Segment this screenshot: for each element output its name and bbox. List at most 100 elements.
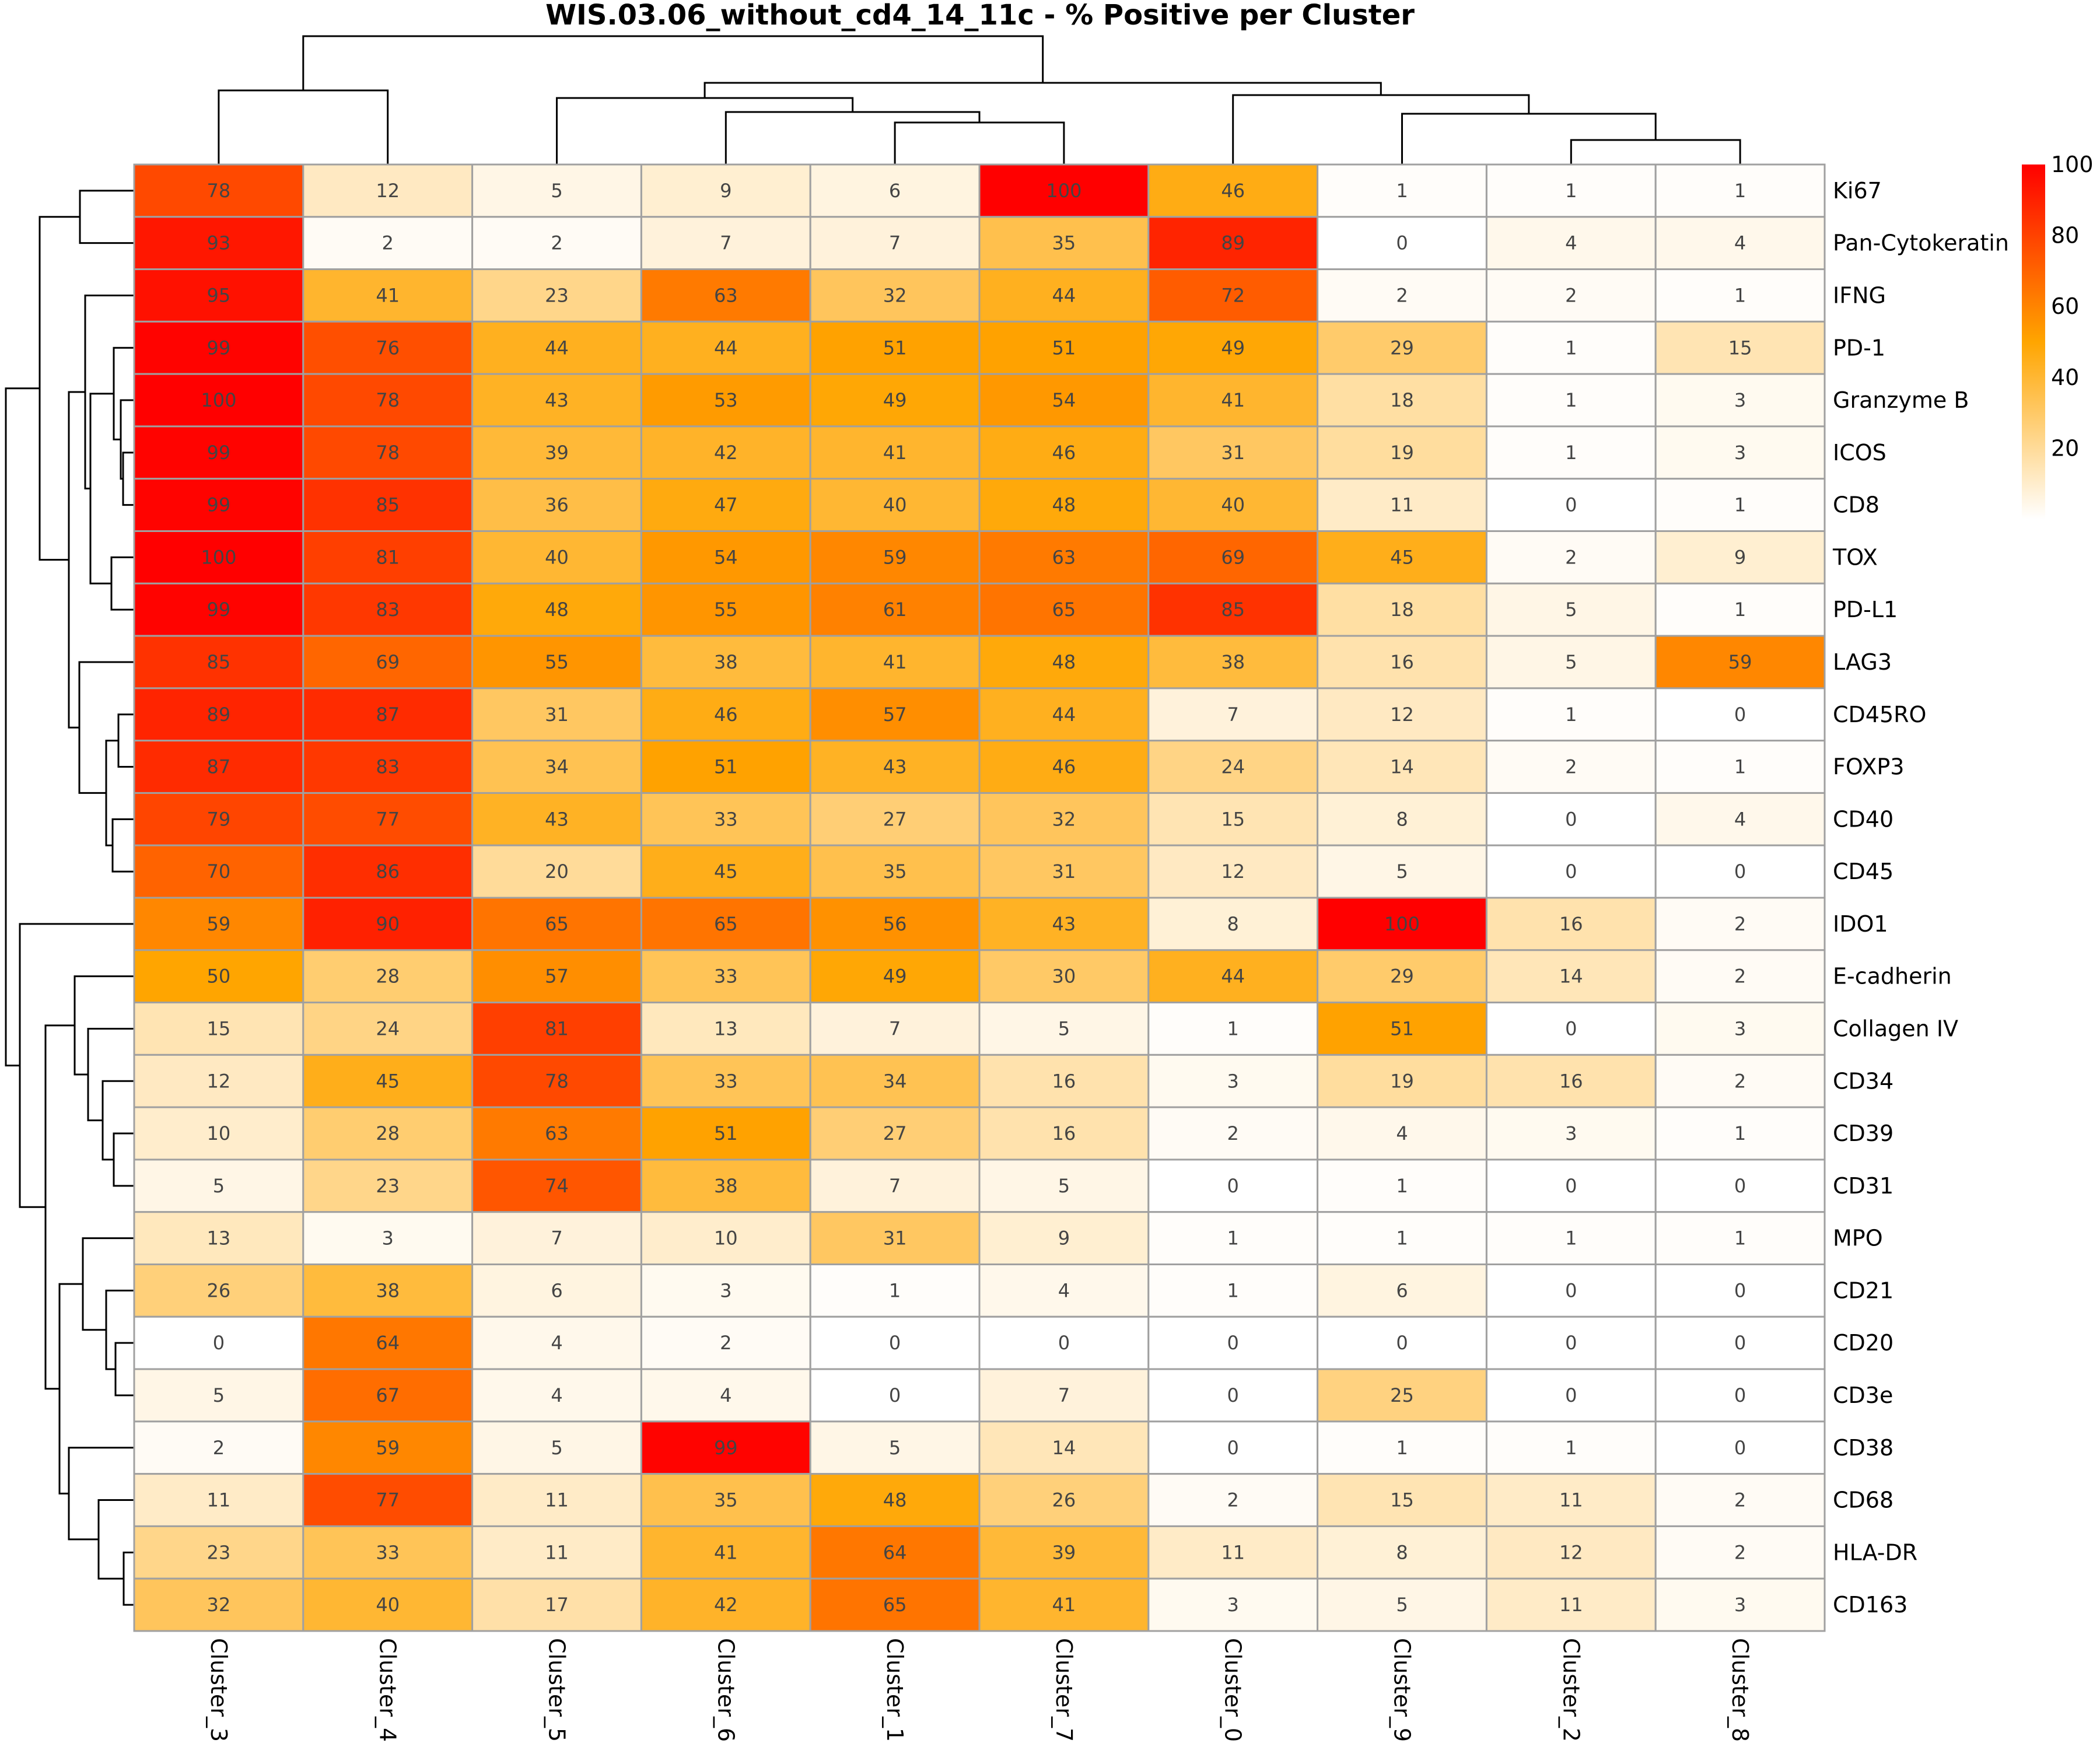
cell-value-label: 99 bbox=[207, 494, 231, 516]
heatmap-cell bbox=[1654, 1473, 1826, 1527]
cell-value-label: 65 bbox=[714, 913, 738, 935]
heatmap-cell bbox=[1317, 1315, 1488, 1370]
cell-value-label: 10 bbox=[207, 1122, 231, 1144]
heatmap-cell bbox=[471, 425, 642, 480]
heatmap-cell bbox=[978, 740, 1150, 794]
heatmap-cell bbox=[133, 897, 304, 951]
cell-value-label: 2 bbox=[382, 232, 394, 254]
cell-value-label: 78 bbox=[376, 442, 400, 464]
heatmap-cell bbox=[133, 530, 304, 584]
cell-value-label: 32 bbox=[207, 1594, 231, 1616]
heatmap-cell bbox=[978, 844, 1150, 899]
dendrogram-link bbox=[74, 975, 134, 1076]
row-label: CD31 bbox=[1833, 1173, 1894, 1199]
heatmap-cell bbox=[978, 478, 1150, 533]
heatmap-cell bbox=[302, 844, 474, 899]
cell-value-label: 12 bbox=[1559, 1541, 1583, 1563]
heatmap-cell bbox=[1654, 897, 1826, 951]
column-label: Cluster_6 bbox=[713, 1638, 738, 1742]
cell-value-label: 67 bbox=[376, 1384, 400, 1406]
cell-value-label: 99 bbox=[207, 442, 231, 464]
heatmap-cell bbox=[302, 425, 474, 480]
cell-value-label: 42 bbox=[714, 1594, 738, 1616]
column-label: Cluster_4 bbox=[375, 1638, 401, 1742]
row-label: CD20 bbox=[1833, 1330, 1894, 1356]
heatmap-cell bbox=[978, 635, 1150, 690]
cell-value-label: 5 bbox=[1565, 651, 1577, 673]
heatmap-cell bbox=[1147, 1211, 1319, 1266]
cell-value-label: 9 bbox=[1734, 546, 1746, 568]
heatmap-cell bbox=[809, 1054, 981, 1108]
cell-value-label: 1 bbox=[1734, 1227, 1746, 1250]
cell-value-label: 0 bbox=[1227, 1175, 1239, 1197]
heatmap-cell bbox=[978, 1264, 1150, 1318]
cell-value-label: 43 bbox=[545, 808, 569, 830]
cell-value-label: 5 bbox=[1565, 598, 1577, 621]
cell-value-label: 74 bbox=[545, 1175, 569, 1197]
heatmap-cell bbox=[1485, 320, 1657, 375]
cell-value-label: 0 bbox=[1565, 808, 1577, 830]
dendrogram-link bbox=[105, 1289, 134, 1370]
cell-value-label: 99 bbox=[207, 337, 231, 359]
heatmap-cell bbox=[471, 792, 642, 846]
heatmap-cell bbox=[471, 1420, 642, 1475]
heatmap-cell bbox=[640, 1577, 811, 1632]
heatmap-cell bbox=[1654, 1211, 1826, 1266]
dendrogram-link bbox=[58, 1283, 83, 1494]
cell-value-label: 16 bbox=[1559, 1070, 1583, 1092]
row-label: TOX bbox=[1832, 544, 1878, 570]
cell-value-label: 40 bbox=[1221, 494, 1245, 516]
heatmap-cell bbox=[1654, 530, 1826, 584]
cell-value-label: 8 bbox=[1396, 1541, 1408, 1563]
cell-value-label: 0 bbox=[1565, 1175, 1577, 1197]
heatmap-cell bbox=[640, 582, 811, 637]
cell-value-label: 5 bbox=[1058, 1017, 1070, 1040]
cell-value-label: 11 bbox=[1559, 1489, 1583, 1511]
dendrogram-link bbox=[5, 387, 40, 1067]
cell-value-label: 41 bbox=[883, 651, 907, 673]
cell-value-label: 5 bbox=[213, 1384, 225, 1406]
cell-value-label: 30 bbox=[1052, 965, 1076, 988]
row-label: CD8 bbox=[1833, 492, 1880, 518]
cell-value-label: 51 bbox=[1052, 337, 1076, 359]
cell-value-label: 1 bbox=[1565, 180, 1577, 202]
cell-value-label: 31 bbox=[1221, 442, 1245, 464]
cell-value-label: 59 bbox=[883, 546, 907, 568]
heatmap-cell bbox=[809, 844, 981, 899]
heatmap-cell bbox=[471, 1054, 642, 1108]
row-label: IDO1 bbox=[1833, 911, 1888, 937]
cell-value-label: 7 bbox=[720, 232, 732, 254]
heatmap-cell bbox=[1485, 1106, 1657, 1161]
cell-value-label: 16 bbox=[1052, 1070, 1076, 1092]
cell-value-label: 40 bbox=[545, 546, 569, 568]
dendrogram-link bbox=[1570, 139, 1741, 164]
cell-value-label: 32 bbox=[883, 284, 907, 306]
dendrogram-link bbox=[117, 713, 134, 768]
cell-value-label: 2 bbox=[1734, 913, 1746, 935]
cell-value-label: 87 bbox=[207, 756, 231, 778]
cell-value-label: 3 bbox=[720, 1279, 732, 1301]
cell-value-label: 1 bbox=[1227, 1279, 1239, 1301]
cell-value-label: 100 bbox=[201, 389, 236, 411]
cell-value-label: 2 bbox=[1734, 965, 1746, 988]
colorbar-tick-label: 100 bbox=[2051, 152, 2094, 177]
cell-value-label: 43 bbox=[545, 389, 569, 411]
cell-value-label: 57 bbox=[545, 965, 569, 988]
cell-value-label: 25 bbox=[1390, 1384, 1414, 1406]
cell-value-label: 85 bbox=[207, 651, 231, 673]
cell-value-label: 81 bbox=[376, 546, 400, 568]
heatmap-cell bbox=[471, 1577, 642, 1632]
heatmap-cell bbox=[809, 1211, 981, 1266]
cell-value-label: 12 bbox=[376, 180, 400, 202]
heatmap-cell bbox=[133, 582, 304, 637]
cell-value-label: 3 bbox=[1734, 442, 1746, 464]
dendrogram-link bbox=[302, 35, 1044, 90]
row-label: CD39 bbox=[1833, 1121, 1894, 1146]
cell-value-label: 0 bbox=[1396, 232, 1408, 254]
cell-value-label: 13 bbox=[714, 1017, 738, 1040]
heatmap-cell bbox=[1485, 1054, 1657, 1108]
cell-value-label: 1 bbox=[889, 1279, 901, 1301]
cell-value-label: 10 bbox=[714, 1227, 738, 1250]
heatmap-cell bbox=[978, 897, 1150, 951]
cell-value-label: 43 bbox=[883, 756, 907, 778]
